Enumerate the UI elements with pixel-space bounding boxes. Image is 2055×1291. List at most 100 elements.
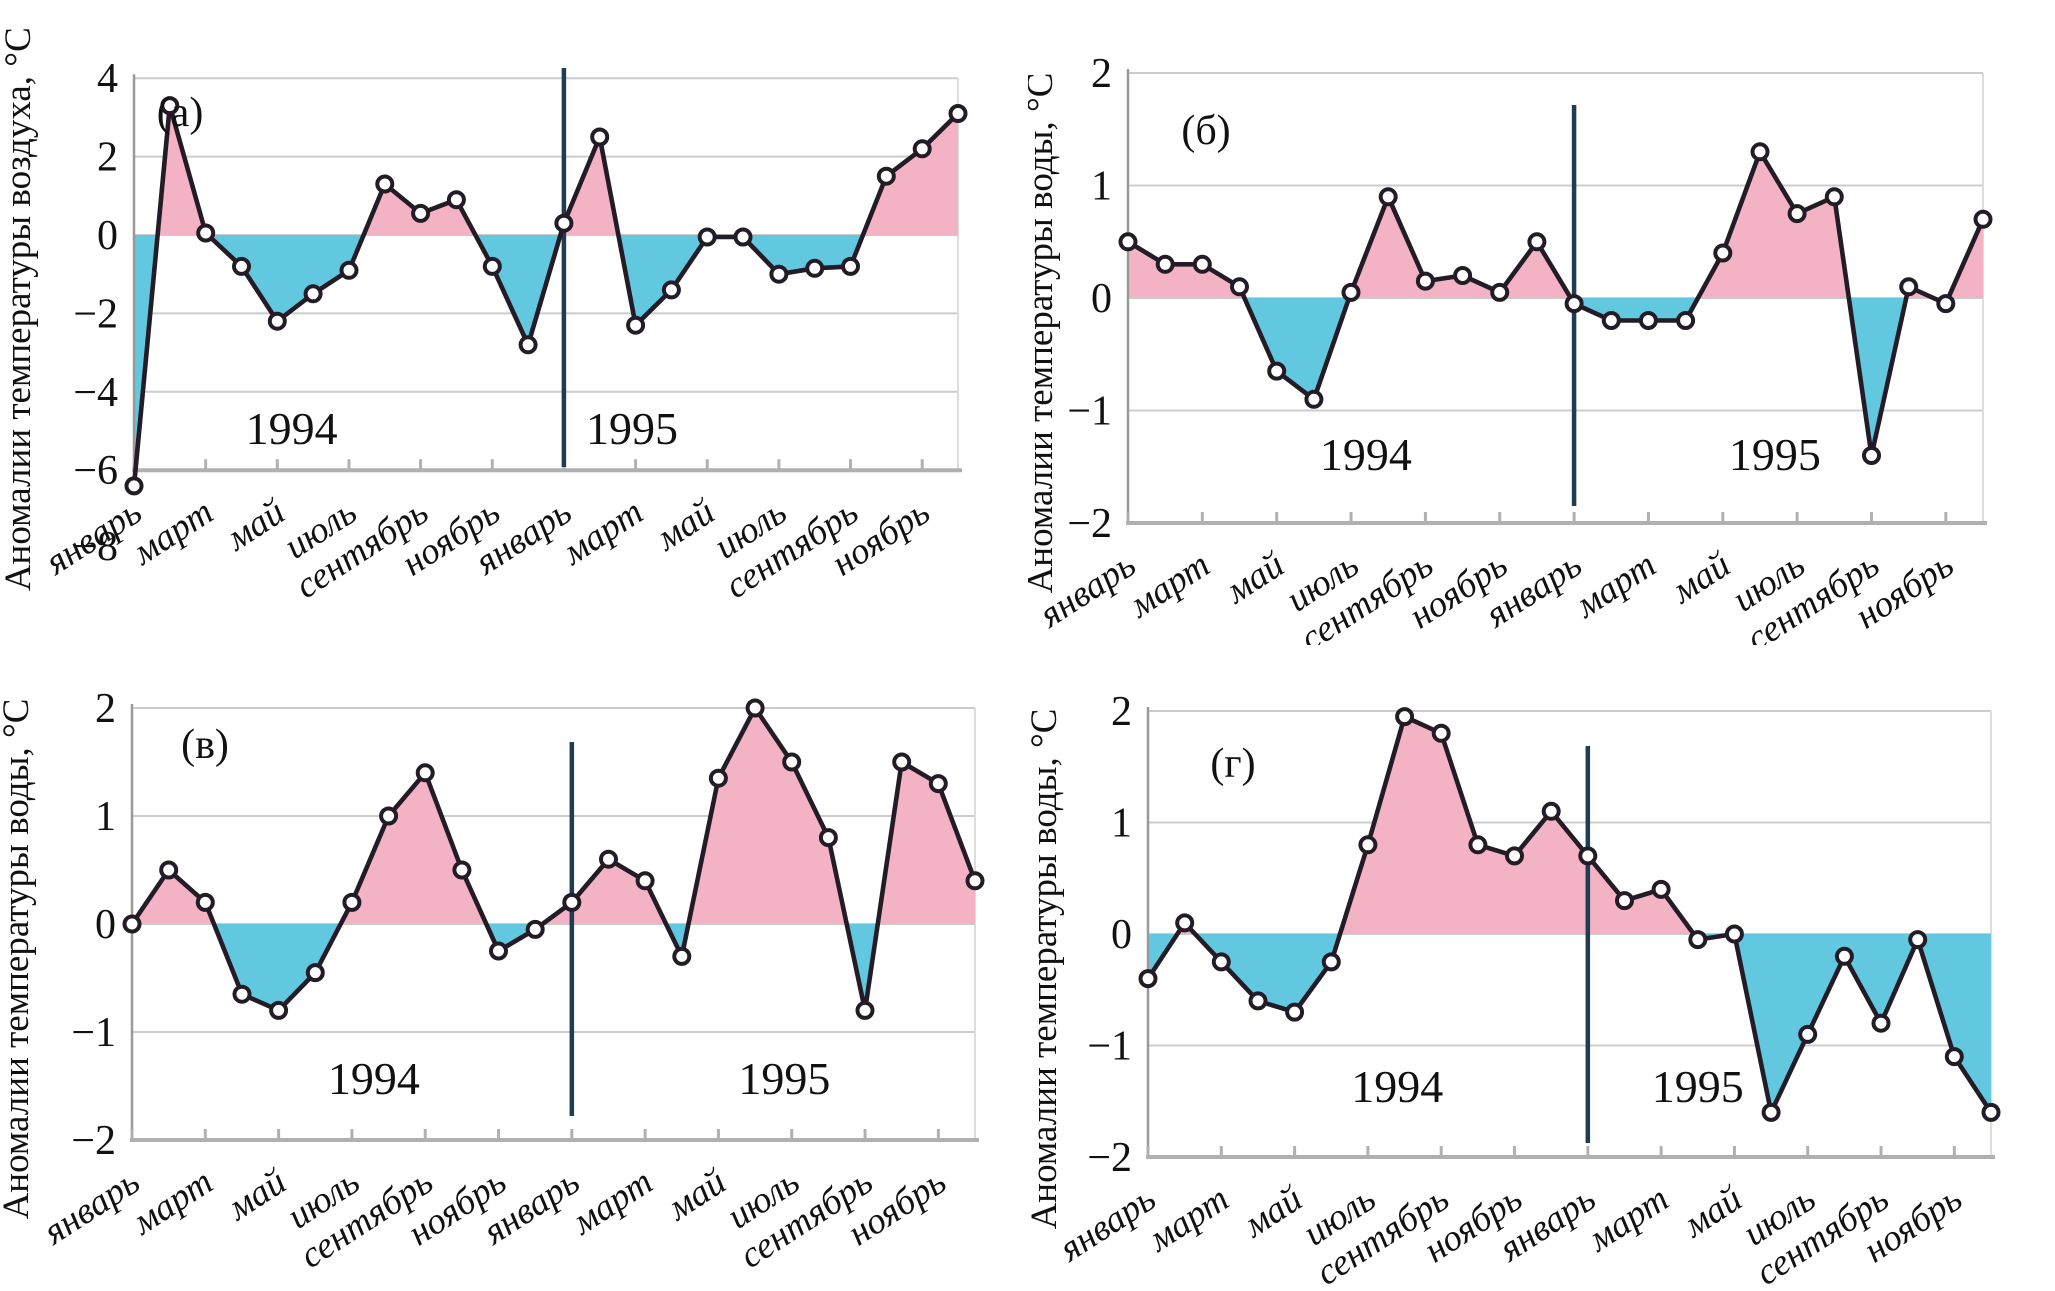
year-label: 1995 <box>1652 1061 1744 1112</box>
data-point-marker <box>928 774 948 794</box>
data-point-marker <box>1138 969 1158 989</box>
data-point-marker <box>626 315 646 335</box>
data-point-marker <box>122 914 142 934</box>
data-point-marker <box>554 213 574 233</box>
data-point-marker <box>841 256 860 276</box>
x-tick-label: март <box>123 1161 220 1244</box>
y-tick-label: 1 <box>1091 164 1112 210</box>
data-point-marker <box>1541 801 1561 821</box>
y-tick-label: 2 <box>1111 689 1132 735</box>
x-tick-label: март <box>1120 544 1217 627</box>
y-tick-label: 4 <box>97 56 118 102</box>
x-tick-label: март <box>1566 544 1663 627</box>
data-point-marker <box>415 763 435 783</box>
data-point-marker <box>745 698 765 718</box>
x-tick-label: март <box>1579 1178 1676 1261</box>
panel-letter: (б) <box>1181 108 1230 154</box>
x-tick-label: май <box>1235 1178 1310 1247</box>
y-tick-label: −6 <box>73 448 118 494</box>
data-point-marker <box>818 828 838 848</box>
panel-a-chart: 420−2−4−6−8январьмартмайиюльсентябрьнояб… <box>0 27 968 607</box>
area-positive <box>1148 716 1991 934</box>
data-point-marker <box>1304 389 1324 409</box>
anomaly-curve <box>1125 149 1986 458</box>
year-label: 1994 <box>1351 1061 1443 1112</box>
data-point-marker <box>965 871 985 891</box>
panel-g: 2 1 0 −1 −2 январь март май июль сентябрь ноябрь ян… <box>1028 646 2055 1291</box>
data-point-marker <box>661 280 681 300</box>
data-point-marker <box>1175 913 1195 933</box>
data-point-marker <box>1601 311 1621 330</box>
data-point-marker <box>159 860 179 880</box>
data-point-marker <box>339 260 359 280</box>
data-point-marker <box>1527 232 1547 252</box>
data-point-marker <box>1871 1013 1891 1033</box>
year-label: 1995 <box>1729 429 1821 480</box>
data-point-marker <box>1615 891 1634 911</box>
data-point-marker <box>269 1000 289 1020</box>
data-point-marker <box>1761 1102 1781 1122</box>
data-point-marker <box>1676 311 1696 330</box>
y-tick-label: −2 <box>1087 1135 1132 1181</box>
data-point-marker <box>948 104 968 123</box>
area-negative <box>1148 934 1991 1113</box>
year-label: 1995 <box>738 1053 830 1104</box>
data-point-marker <box>1155 254 1175 274</box>
x-tick-label: май <box>647 491 722 560</box>
data-point-marker <box>525 919 545 939</box>
data-point-marker <box>303 284 323 304</box>
data-point-marker <box>912 139 932 159</box>
data-point-marker <box>1981 1102 2001 1122</box>
data-point-marker <box>782 752 802 772</box>
data-point-marker <box>1211 952 1231 972</box>
y-tick-label: 0 <box>97 213 118 259</box>
panel-letter: (а) <box>157 90 204 136</box>
data-point-marker <box>1862 446 1881 465</box>
y-axis-title: Аномалии температуры воды, °C <box>1028 709 1065 1230</box>
data-point-marker <box>1285 1002 1305 1022</box>
data-point-marker <box>1638 311 1658 330</box>
x-tick-label: март <box>124 491 221 574</box>
y-tick-label: 0 <box>1091 276 1112 322</box>
x-tick-label: март <box>1139 1178 1236 1261</box>
data-point-marker <box>1415 271 1435 291</box>
data-point-marker <box>697 227 717 247</box>
year-label: 1995 <box>586 403 678 454</box>
data-point-marker <box>1824 187 1844 207</box>
year-label: 1994 <box>1320 429 1412 480</box>
data-point-marker <box>160 96 180 116</box>
data-point-marker <box>232 984 252 1004</box>
data-point-marker <box>518 335 538 355</box>
area-positive <box>132 708 975 924</box>
data-point-marker <box>1248 991 1268 1011</box>
x-tick-label: март <box>554 491 651 574</box>
data-point-marker <box>411 203 431 223</box>
data-point-marker <box>375 174 395 194</box>
data-point-marker <box>1936 294 1956 314</box>
data-point-marker <box>1505 846 1524 866</box>
y-tick-label: 2 <box>97 135 118 181</box>
data-point-marker <box>635 871 655 891</box>
data-point-marker <box>195 892 215 912</box>
data-point-marker <box>855 1000 875 1020</box>
data-point-marker <box>1453 266 1473 285</box>
y-tick-label: 0 <box>1111 912 1132 958</box>
data-point-marker <box>267 311 287 331</box>
y-tick-label: −1 <box>1067 389 1112 435</box>
y-tick-label: 0 <box>95 902 116 948</box>
data-point-marker <box>599 849 618 869</box>
data-point-marker <box>733 227 753 247</box>
y-axis-title: Аномалии температуры воздуха, °C <box>0 27 39 591</box>
y-axis-title: Аномалии температуры воды, °C <box>1028 73 1061 594</box>
data-point-marker <box>1118 232 1138 252</box>
x-tick-label: май <box>1217 544 1292 613</box>
data-point-marker <box>1798 1024 1818 1044</box>
area-positive <box>1128 151 1983 298</box>
x-tick-label: май <box>658 1161 733 1230</box>
x-tick-label: май <box>1663 544 1738 613</box>
data-point-marker <box>446 190 466 210</box>
area-positive <box>134 105 958 235</box>
